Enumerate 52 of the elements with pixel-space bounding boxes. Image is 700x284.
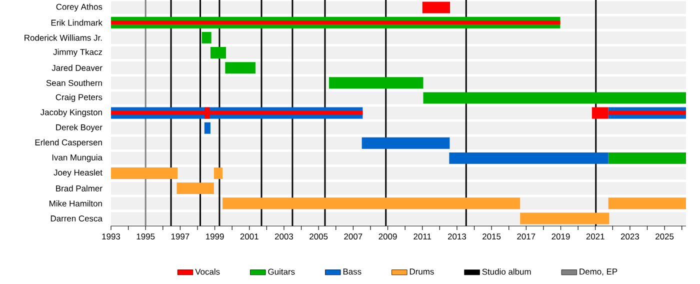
bar [608, 152, 686, 164]
y-tick-label: Ivan Munguia [52, 154, 102, 162]
legend-label: Bass [343, 268, 362, 275]
y-tick-label: Corey Athos [56, 4, 102, 12]
y-tick-label: Jimmy Tkacz [53, 48, 102, 57]
y-tick-label: Joey Heaslet [54, 169, 102, 178]
x-tick-label: 2025 [656, 234, 674, 240]
x-tick-label: 2003 [274, 234, 294, 240]
y-tick-label: Craig Peters [56, 94, 102, 102]
x-tick-label: 2021 [586, 234, 604, 240]
y-tick-label: Erlend Caspersen [35, 139, 102, 148]
x-tick-label: 2007 [344, 234, 362, 240]
bar [176, 182, 214, 194]
legend-label: Drums [410, 268, 434, 275]
bar [111, 168, 178, 179]
y-tick-label: Jared Deaver [52, 64, 102, 71]
x-tick-label: 1993 [102, 234, 120, 240]
x-tick-label: 2015 [482, 234, 501, 240]
x-tick-label: 2019 [552, 234, 570, 240]
x-tick-label: 2001 [240, 234, 258, 240]
y-tick-label: Roderick Williams Jr. [24, 34, 102, 41]
bar [202, 32, 212, 44]
y-tick-label: Sean Southern [46, 80, 102, 86]
legend-label: Vocals [195, 268, 220, 275]
bar [328, 77, 424, 89]
x-tick-label: 1995 [136, 234, 155, 240]
x-tick-label: 1999 [206, 234, 224, 240]
x-tick-label: 2005 [310, 234, 328, 240]
bar [210, 47, 226, 58]
y-tick-label: Mike Hamilton [50, 200, 102, 207]
legend-label: Demo, EP [580, 268, 618, 276]
bar [520, 212, 610, 224]
bar [608, 198, 686, 210]
y-tick-label: Erik Lindmark [51, 19, 102, 26]
y-tick-label: Brad Palmer [56, 185, 102, 192]
y-tick-label: Jacoby Kingston [40, 109, 102, 117]
bar [214, 168, 223, 179]
bar [362, 137, 450, 149]
bar [111, 111, 363, 115]
y-tick-label: Derek Boyer [56, 124, 102, 132]
x-tick-label: 2009 [378, 234, 397, 240]
x-tick-label: 2023 [620, 234, 640, 240]
bar [225, 62, 256, 74]
x-tick-label: 2017 [517, 234, 536, 240]
legend-label: Studio album [482, 268, 531, 275]
bar [204, 122, 210, 134]
x-tick-label: 2011 [414, 234, 432, 240]
y-tick-label: Darren Cesca [50, 215, 102, 222]
legend-label: Guitars [268, 268, 295, 275]
x-tick-label: 2013 [448, 234, 466, 240]
x-tick-label: 1997 [171, 234, 190, 240]
bar [449, 152, 608, 164]
